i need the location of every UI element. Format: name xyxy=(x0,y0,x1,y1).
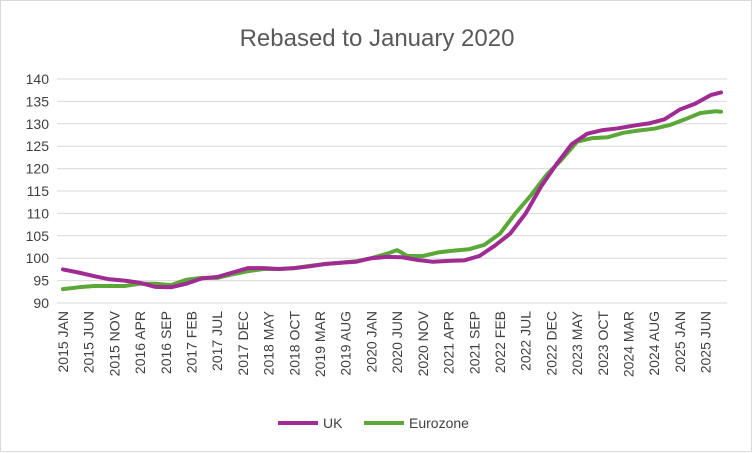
gridlines xyxy=(57,78,727,304)
x-tick-label: 2016 SEP xyxy=(158,311,174,374)
legend-label-eurozone: Eurozone xyxy=(409,415,469,431)
x-tick-label: 2022 JUL xyxy=(518,311,534,371)
x-tick-label: 2019 MAR xyxy=(312,311,328,377)
x-tick-label: 2024 AUG xyxy=(646,311,662,376)
x-tick-label: 2025 JAN xyxy=(672,311,688,372)
chart-title: Rebased to January 2020 xyxy=(240,25,515,52)
x-tick-label: 2021 SEP xyxy=(466,311,482,374)
y-tick-label: 110 xyxy=(27,205,50,221)
y-tick-label: 90 xyxy=(33,295,49,311)
x-tick-label: 2022 DEC xyxy=(543,311,559,376)
x-tick-label: 2024 MAR xyxy=(620,311,636,377)
y-tick-label: 130 xyxy=(26,116,50,132)
x-tick-label: 2017 JUL xyxy=(209,311,225,371)
x-tick-label: 2017 FEB xyxy=(184,311,200,373)
x-tick-label: 2018 OCT xyxy=(286,311,302,376)
x-axis-ticks: 2015 JAN 2015 JUN 2015 NOV 2016 APR 2016 SEP… xyxy=(55,310,714,377)
series-layer xyxy=(61,90,723,292)
x-tick-label: 2017 DEC xyxy=(235,311,251,376)
x-tick-label: 2023 OCT xyxy=(595,311,611,376)
x-tick-label: 2021 APR xyxy=(441,311,457,374)
x-tick-label: 2022 FEB xyxy=(492,311,508,373)
series-line-eurozone xyxy=(61,109,723,292)
legend: UK Eurozone xyxy=(278,415,469,431)
legend-label-uk: UK xyxy=(323,415,343,431)
x-tick-label: 2025 JUN xyxy=(698,311,714,373)
y-tick-label: 105 xyxy=(26,228,50,244)
x-tick-label: 2020 NOV xyxy=(415,310,431,376)
x-tick-label: 2020 JAN xyxy=(363,311,379,372)
y-tick-label: 115 xyxy=(27,183,50,199)
y-tick-label: 125 xyxy=(26,138,50,154)
y-axis-ticks: 90 95 100 105 110 115 120 125 130 135 140 xyxy=(26,71,50,311)
x-tick-label: 2015 JAN xyxy=(55,311,71,372)
y-tick-label: 95 xyxy=(33,273,49,289)
x-tick-label: 2015 NOV xyxy=(106,310,122,376)
series-line-uk xyxy=(61,90,723,290)
x-tick-label: 2018 MAY xyxy=(261,310,277,375)
x-tick-label: 2015 JUN xyxy=(81,311,97,373)
x-tick-label: 2016 APR xyxy=(132,311,148,374)
y-tick-label: 120 xyxy=(26,161,50,177)
y-tick-label: 135 xyxy=(26,93,50,109)
y-tick-label: 100 xyxy=(26,250,50,266)
y-tick-label: 140 xyxy=(26,71,50,87)
x-tick-label: 2020 JUN xyxy=(389,311,405,373)
x-tick-label: 2023 MAY xyxy=(569,310,585,375)
x-tick-label: 2019 AUG xyxy=(338,311,354,376)
